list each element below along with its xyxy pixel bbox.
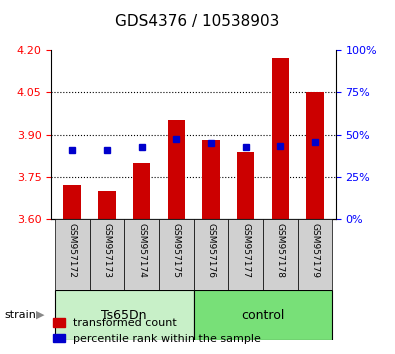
Bar [133,163,150,219]
Text: GSM957176: GSM957176 [207,223,215,278]
Text: GSM957175: GSM957175 [172,223,181,278]
Text: ▶: ▶ [36,310,44,320]
Bar [167,120,185,219]
Text: GSM957178: GSM957178 [276,223,285,278]
Text: GDS4376 / 10538903: GDS4376 / 10538903 [115,14,280,29]
Text: Ts65Dn: Ts65Dn [102,309,147,321]
Bar [98,191,115,219]
Bar [272,58,289,219]
Text: GSM957179: GSM957179 [310,223,320,278]
Legend: transformed count, percentile rank within the sample: transformed count, percentile rank withi… [49,314,266,348]
FancyBboxPatch shape [263,219,297,290]
Text: GSM957172: GSM957172 [68,223,77,278]
Text: GSM957173: GSM957173 [102,223,111,278]
FancyBboxPatch shape [55,219,90,290]
Text: strain: strain [4,310,36,320]
FancyBboxPatch shape [228,219,263,290]
FancyBboxPatch shape [124,219,159,290]
FancyBboxPatch shape [194,290,332,340]
Text: GSM957174: GSM957174 [137,223,146,278]
Bar [306,92,324,219]
Text: control: control [241,309,285,321]
FancyBboxPatch shape [194,219,228,290]
FancyBboxPatch shape [159,219,194,290]
FancyBboxPatch shape [55,290,194,340]
FancyBboxPatch shape [297,219,332,290]
Text: GSM957177: GSM957177 [241,223,250,278]
Bar [202,140,220,219]
FancyBboxPatch shape [90,219,124,290]
Bar [237,152,254,219]
Bar [64,185,81,219]
